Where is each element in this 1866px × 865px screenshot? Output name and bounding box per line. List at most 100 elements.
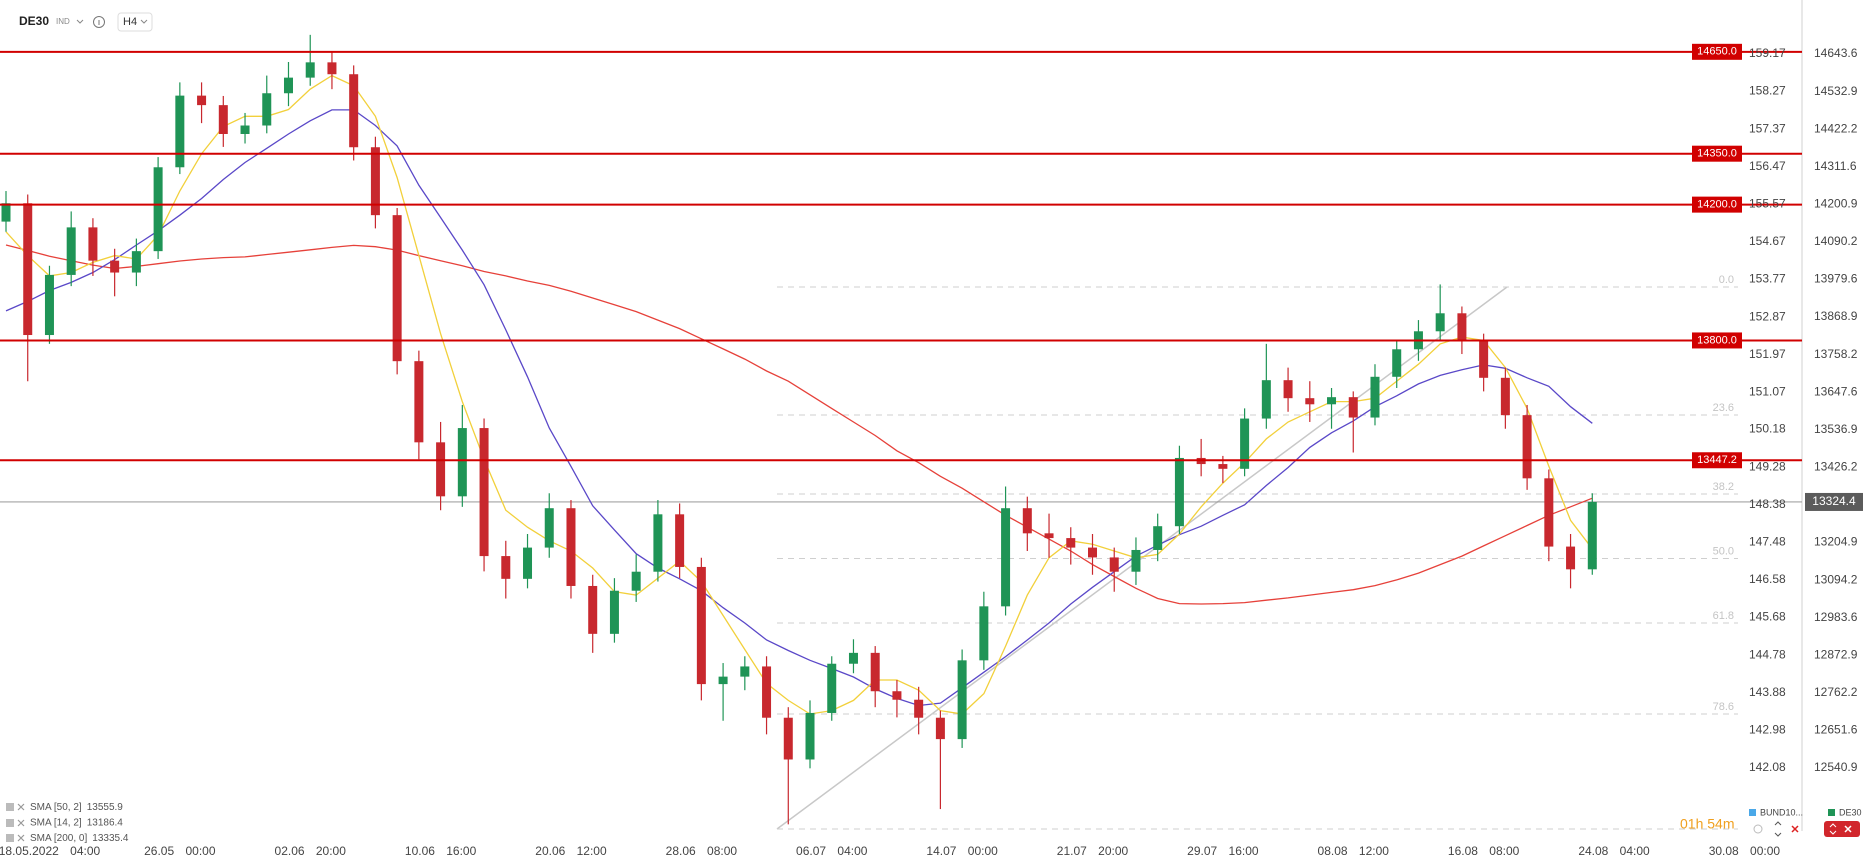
candle-body bbox=[1044, 533, 1054, 539]
order-icon[interactable] bbox=[1774, 821, 1782, 837]
level-label: 13447.2 bbox=[1697, 454, 1737, 466]
sma-legend: SMA [14, 2] 13186.4 bbox=[30, 817, 123, 828]
candle-body bbox=[1131, 549, 1141, 572]
candle-body bbox=[783, 717, 793, 760]
candle-body bbox=[131, 251, 141, 273]
candle-body bbox=[1587, 501, 1597, 570]
candle-body bbox=[1566, 546, 1576, 570]
candle-body bbox=[696, 566, 706, 685]
level-label: 14200.0 bbox=[1697, 199, 1737, 211]
timer: 01h 54m bbox=[1680, 816, 1734, 832]
candle-body bbox=[66, 227, 76, 275]
level-label-box bbox=[1692, 43, 1742, 60]
remove-icon[interactable] bbox=[1791, 825, 1799, 833]
x-tick-label: 10.06 16:00 bbox=[405, 844, 477, 858]
level-label: 14650.0 bbox=[1697, 46, 1737, 58]
y2-tick-label: 151.97 bbox=[1749, 347, 1786, 361]
candle-body bbox=[349, 74, 359, 148]
fib-label: 38.2 bbox=[1713, 481, 1734, 493]
symbol: DE30 bbox=[19, 14, 49, 28]
y-tick-label: 13204.9 bbox=[1814, 535, 1858, 549]
candle-body bbox=[957, 660, 967, 740]
fib-label: 50.0 bbox=[1713, 545, 1734, 557]
candle-body bbox=[935, 717, 945, 740]
fib-label: 0.0 bbox=[1719, 274, 1734, 286]
current-price-label: 13324.4 bbox=[1812, 494, 1856, 508]
candle-body bbox=[1153, 526, 1163, 550]
level-label: 14350.0 bbox=[1697, 148, 1737, 160]
legend-icons bbox=[6, 803, 14, 842]
candle-body bbox=[1457, 313, 1467, 341]
candle-body bbox=[675, 514, 685, 567]
y-tick-label: 14422.2 bbox=[1814, 121, 1858, 135]
y2-tick-label: 143.88 bbox=[1749, 685, 1786, 699]
y-tick-label: 12872.9 bbox=[1814, 647, 1858, 661]
timeframe: H4 bbox=[123, 16, 137, 28]
candle-body bbox=[914, 699, 924, 718]
y2-tick-label: 150.18 bbox=[1749, 422, 1786, 436]
y-tick-label: 12983.6 bbox=[1814, 610, 1858, 624]
sma-name: SMA [200, 0] bbox=[30, 833, 87, 844]
candle-body bbox=[1261, 380, 1271, 419]
candle-body bbox=[262, 93, 272, 126]
y-tick-label: 13426.2 bbox=[1814, 460, 1858, 474]
sma-value: 13555.9 bbox=[87, 802, 124, 813]
y2-tick-label: 156.47 bbox=[1749, 159, 1786, 173]
y2-tick-label: 146.58 bbox=[1749, 572, 1786, 586]
x-tick-label: 06.07 04:00 bbox=[796, 844, 868, 858]
x-tick-label: 16.08 08:00 bbox=[1448, 844, 1520, 858]
y-tick-label: 13979.6 bbox=[1814, 272, 1858, 286]
candle-body bbox=[740, 666, 750, 677]
y-tick-label: 14643.6 bbox=[1814, 46, 1858, 60]
sma-value: 13186.4 bbox=[87, 817, 124, 828]
y-tick-label: 13647.6 bbox=[1814, 384, 1858, 398]
y-tick-label: 13094.2 bbox=[1814, 572, 1858, 586]
legend-close-icons[interactable] bbox=[17, 803, 25, 842]
current-price-box bbox=[1805, 492, 1863, 511]
candle-body bbox=[240, 125, 250, 134]
visibility-icon[interactable] bbox=[1753, 824, 1763, 834]
candle-body bbox=[848, 652, 858, 664]
y-tick-label: 14200.9 bbox=[1814, 196, 1858, 210]
instrument-controls[interactable] bbox=[1824, 821, 1860, 837]
candle-body bbox=[283, 77, 293, 94]
candle-body bbox=[979, 606, 989, 661]
candle-body bbox=[23, 203, 33, 336]
y2-tick-label: 151.07 bbox=[1749, 384, 1786, 398]
level-label: 13800.0 bbox=[1697, 334, 1737, 346]
candle-body bbox=[327, 62, 337, 75]
candle-body bbox=[609, 590, 619, 634]
candle-body bbox=[588, 585, 598, 634]
y-tick-label: 14090.2 bbox=[1814, 234, 1858, 248]
candle-body bbox=[1109, 557, 1119, 572]
y2-tick-label: 152.87 bbox=[1749, 309, 1786, 323]
x-tick-label: 08.08 12:00 bbox=[1318, 844, 1390, 858]
candle-body bbox=[392, 215, 402, 362]
y-tick-label: 14311.6 bbox=[1814, 159, 1857, 173]
dropdown-icon[interactable] bbox=[76, 19, 84, 24]
compare-symbol: BUND10... bbox=[1760, 807, 1803, 817]
sma-legend: SMA [50, 2] 13555.9 bbox=[30, 802, 123, 813]
candle-body bbox=[1305, 398, 1315, 405]
x-tick-label: 26.05 00:00 bbox=[144, 844, 216, 858]
dropdown-icon bbox=[140, 19, 148, 24]
fib-label: 78.6 bbox=[1713, 701, 1734, 713]
candle-body bbox=[218, 105, 228, 134]
legend-swatch bbox=[1828, 809, 1835, 816]
y2-tick-label: 157.37 bbox=[1749, 121, 1786, 135]
timeframe-box[interactable] bbox=[117, 12, 153, 32]
candle-body bbox=[718, 676, 728, 685]
level-label-box bbox=[1692, 145, 1742, 162]
level-label-box bbox=[1692, 196, 1742, 213]
candle-body bbox=[414, 361, 424, 443]
candle-body bbox=[870, 652, 880, 692]
sma-value: 13335.4 bbox=[92, 833, 129, 844]
candle-body bbox=[566, 508, 576, 586]
candle-body bbox=[1370, 376, 1380, 418]
x-tick-label: 29.07 16:00 bbox=[1187, 844, 1259, 858]
info-icon[interactable] bbox=[93, 16, 105, 28]
candle-body bbox=[305, 62, 315, 78]
candle-body bbox=[370, 147, 380, 216]
y2-tick-label: 149.28 bbox=[1749, 459, 1786, 473]
